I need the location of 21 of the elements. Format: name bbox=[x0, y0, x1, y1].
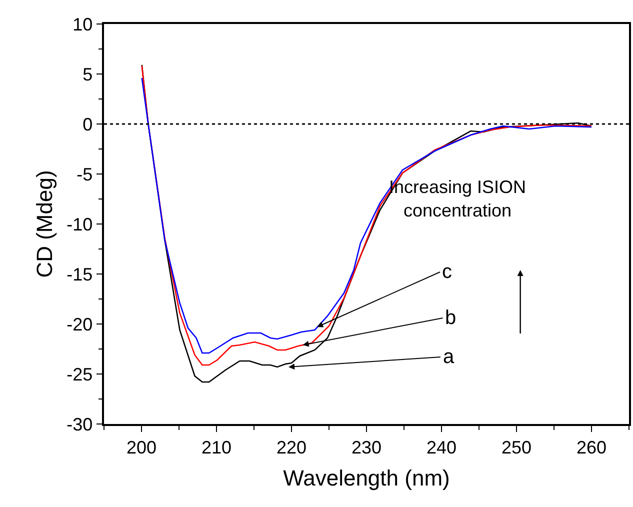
y-tick-label: -5 bbox=[76, 164, 93, 184]
x-tick-label: 260 bbox=[576, 437, 607, 458]
y-tick-label: -30 bbox=[66, 414, 93, 434]
y-tick-label: 10 bbox=[72, 14, 93, 34]
x-tick-label: 230 bbox=[351, 437, 382, 458]
x-axis-title: Wavelength (nm) bbox=[283, 466, 450, 491]
annotation: c bbox=[442, 261, 452, 283]
x-tick-label: 220 bbox=[276, 437, 307, 458]
y-tick-label: -20 bbox=[66, 314, 93, 334]
y-tick-label: -25 bbox=[66, 364, 93, 384]
annotation: b bbox=[445, 307, 456, 329]
x-tick-label: 250 bbox=[501, 437, 532, 458]
x-tick-label: 200 bbox=[126, 437, 157, 458]
y-tick-label: 5 bbox=[82, 64, 93, 84]
y-tick-label: -10 bbox=[66, 214, 93, 234]
annotation: a bbox=[443, 346, 455, 368]
y-axis-title: CD (Mdeg) bbox=[32, 170, 57, 278]
x-tick-label: 210 bbox=[201, 437, 232, 458]
x-tick-label: 240 bbox=[426, 437, 457, 458]
y-tick-label: -15 bbox=[66, 264, 93, 284]
y-tick-label: 0 bbox=[82, 114, 93, 134]
